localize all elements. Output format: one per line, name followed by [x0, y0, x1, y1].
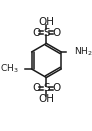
- Text: CH$_3$: CH$_3$: [0, 63, 18, 75]
- Text: O: O: [32, 83, 40, 93]
- Text: O: O: [32, 28, 40, 38]
- Text: O: O: [52, 83, 61, 93]
- Text: OH: OH: [38, 17, 54, 27]
- Text: S: S: [43, 83, 50, 93]
- Text: S: S: [43, 28, 50, 38]
- Text: NH$_2$: NH$_2$: [74, 46, 92, 58]
- Text: OH: OH: [38, 94, 54, 104]
- Text: O: O: [52, 28, 61, 38]
